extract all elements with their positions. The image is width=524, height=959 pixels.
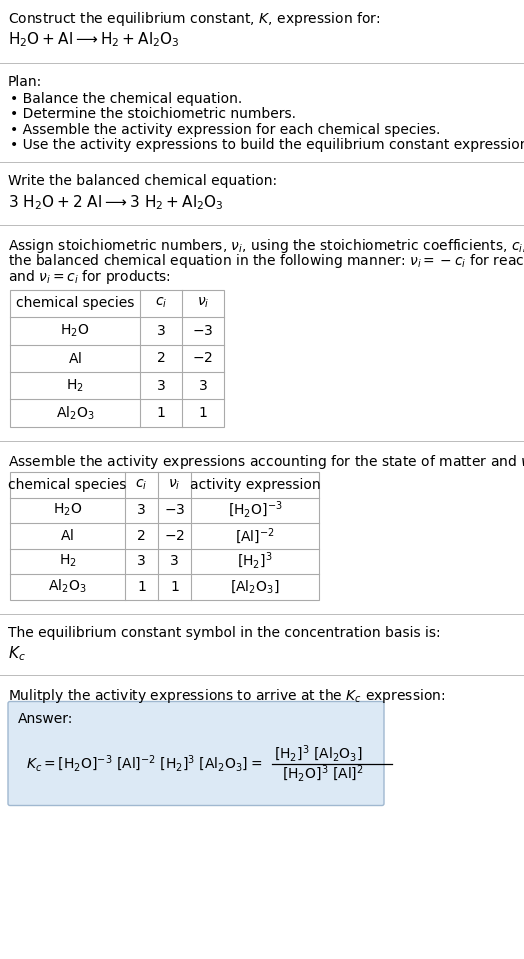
Text: Assign stoichiometric numbers, $\nu_i$, using the stoichiometric coefficients, $: Assign stoichiometric numbers, $\nu_i$, … <box>8 237 524 255</box>
Text: • Determine the stoichiometric numbers.: • Determine the stoichiometric numbers. <box>10 107 296 122</box>
Text: $-3$: $-3$ <box>164 503 185 517</box>
Text: 3: 3 <box>157 324 166 338</box>
Text: and $\nu_i = c_i$ for products:: and $\nu_i = c_i$ for products: <box>8 268 171 286</box>
Text: $-3$: $-3$ <box>192 324 214 338</box>
Text: $\nu_i$: $\nu_i$ <box>168 478 181 492</box>
Text: • Assemble the activity expression for each chemical species.: • Assemble the activity expression for e… <box>10 123 440 137</box>
Text: $3\ \mathrm{H_2O} + 2\ \mathrm{Al} \longrightarrow 3\ \mathrm{H_2} + \mathrm{Al_: $3\ \mathrm{H_2O} + 2\ \mathrm{Al} \long… <box>8 193 224 212</box>
Text: 1: 1 <box>137 580 146 594</box>
Text: $[\mathrm{Al_2O_3}]$: $[\mathrm{Al_2O_3}]$ <box>230 578 280 596</box>
Text: Construct the equilibrium constant, $K$, expression for:: Construct the equilibrium constant, $K$,… <box>8 10 380 28</box>
Text: $c_i$: $c_i$ <box>135 478 148 492</box>
Text: • Balance the chemical equation.: • Balance the chemical equation. <box>10 92 242 106</box>
Text: 3: 3 <box>170 554 179 569</box>
Text: $\mathrm{H_2O + Al} \longrightarrow \mathrm{H_2 + Al_2O_3}$: $\mathrm{H_2O + Al} \longrightarrow \mat… <box>8 30 180 49</box>
Text: Write the balanced chemical equation:: Write the balanced chemical equation: <box>8 174 277 188</box>
Text: Mulitply the activity expressions to arrive at the $K_c$ expression:: Mulitply the activity expressions to arr… <box>8 687 445 705</box>
Text: chemical species: chemical species <box>8 478 127 492</box>
Text: $\nu_i$: $\nu_i$ <box>197 296 209 311</box>
Text: $-2$: $-2$ <box>192 351 213 365</box>
Text: activity expression: activity expression <box>190 478 320 492</box>
Text: The equilibrium constant symbol in the concentration basis is:: The equilibrium constant symbol in the c… <box>8 625 441 640</box>
Text: 3: 3 <box>157 379 166 393</box>
Text: $K_c = [\mathrm{H_2O}]^{-3}\ [\mathrm{Al}]^{-2}\ [\mathrm{H_2}]^3\ [\mathrm{Al_2: $K_c = [\mathrm{H_2O}]^{-3}\ [\mathrm{Al… <box>26 754 262 774</box>
Text: Assemble the activity expressions accounting for the state of matter and $\nu_i$: Assemble the activity expressions accoun… <box>8 453 524 471</box>
Text: 1: 1 <box>170 580 179 594</box>
Text: the balanced chemical equation in the following manner: $\nu_i = -c_i$ for react: the balanced chemical equation in the fo… <box>8 252 524 270</box>
Text: 3: 3 <box>199 379 208 393</box>
Text: $[\mathrm{H_2O}]^3\ [\mathrm{Al}]^2$: $[\mathrm{H_2O}]^3\ [\mathrm{Al}]^2$ <box>282 763 364 784</box>
Text: $\mathrm{Al_2O_3}$: $\mathrm{Al_2O_3}$ <box>56 405 94 422</box>
Text: $\mathrm{H_2O}$: $\mathrm{H_2O}$ <box>53 503 82 519</box>
Text: $[\mathrm{H_2}]^3$: $[\mathrm{H_2}]^3$ <box>237 551 273 572</box>
Bar <box>10 472 319 599</box>
Text: Plan:: Plan: <box>8 75 42 89</box>
Text: $\mathrm{H_2O}$: $\mathrm{H_2O}$ <box>60 322 90 339</box>
Text: $K_c$: $K_c$ <box>8 644 26 664</box>
Text: chemical species: chemical species <box>16 296 134 311</box>
Text: • Use the activity expressions to build the equilibrium constant expression.: • Use the activity expressions to build … <box>10 138 524 152</box>
Text: $[\mathrm{H_2O}]^{-3}$: $[\mathrm{H_2O}]^{-3}$ <box>228 500 282 521</box>
Text: $[\mathrm{Al}]^{-2}$: $[\mathrm{Al}]^{-2}$ <box>235 526 275 546</box>
Text: Answer:: Answer: <box>18 712 73 726</box>
Text: 1: 1 <box>199 407 208 420</box>
FancyBboxPatch shape <box>8 701 384 806</box>
Text: $\mathrm{Al_2O_3}$: $\mathrm{Al_2O_3}$ <box>48 578 87 596</box>
Text: $\mathrm{Al}$: $\mathrm{Al}$ <box>68 351 82 365</box>
Text: $c_i$: $c_i$ <box>155 296 167 311</box>
Text: $-2$: $-2$ <box>164 528 185 543</box>
Text: $[\mathrm{H_2}]^3\ [\mathrm{Al_2O_3}]$: $[\mathrm{H_2}]^3\ [\mathrm{Al_2O_3}]$ <box>274 744 363 764</box>
Text: 2: 2 <box>157 351 166 365</box>
Text: 3: 3 <box>137 554 146 569</box>
Text: $\mathrm{H_2}$: $\mathrm{H_2}$ <box>59 553 77 570</box>
Text: 3: 3 <box>137 503 146 517</box>
Text: 2: 2 <box>137 528 146 543</box>
Text: 1: 1 <box>157 407 166 420</box>
Text: $\mathrm{Al}$: $\mathrm{Al}$ <box>60 528 74 543</box>
Text: $\mathrm{H_2}$: $\mathrm{H_2}$ <box>66 378 84 394</box>
Bar <box>10 290 224 427</box>
